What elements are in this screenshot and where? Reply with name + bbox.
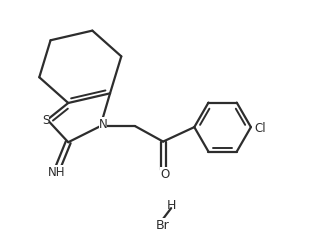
Text: Cl: Cl (254, 121, 266, 134)
Text: Br: Br (156, 218, 170, 231)
Text: H: H (166, 198, 176, 211)
Text: S: S (42, 114, 49, 127)
Text: O: O (160, 167, 169, 180)
Text: NH: NH (48, 165, 66, 178)
Text: N: N (99, 118, 107, 131)
